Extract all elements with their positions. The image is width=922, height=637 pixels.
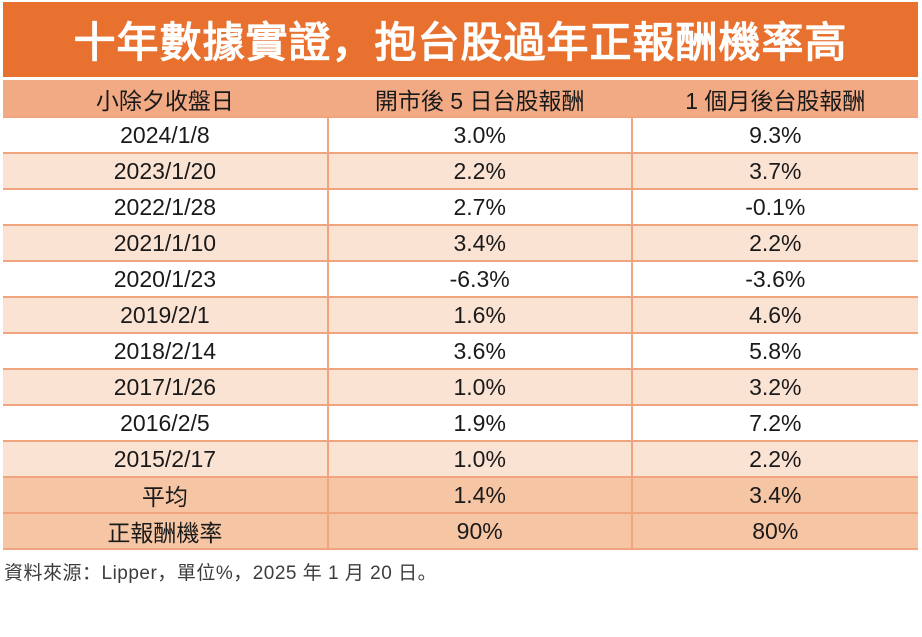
table-row: 2018/2/14 3.6% 5.8% (3, 332, 918, 370)
table-cell: 2024/1/8 (3, 116, 329, 154)
table-cell: 90% (326, 512, 633, 550)
table-cell: 1.4% (326, 476, 633, 514)
table-row: 2020/1/23 -6.3% -3.6% (3, 260, 918, 298)
table-cell: 2.2% (630, 440, 918, 478)
table-cell: 2.7% (326, 188, 633, 226)
table-cell: 平均 (3, 476, 329, 514)
table-cell: 5.8% (630, 332, 918, 370)
table-row: 2023/1/20 2.2% 3.7% (3, 152, 918, 190)
table-cell: 1.0% (326, 368, 633, 406)
table-cell: 正報酬機率 (3, 512, 329, 550)
table-cell: 2017/1/26 (3, 368, 329, 406)
table-cell: 1.0% (326, 440, 633, 478)
table-cell: 2019/2/1 (3, 296, 329, 334)
table-cell: 80% (630, 512, 918, 550)
summary-row: 平均 1.4% 3.4% (3, 476, 918, 514)
table-cell: 3.6% (326, 332, 633, 370)
table-cell: 4.6% (630, 296, 918, 334)
table-row: 2015/2/17 1.0% 2.2% (3, 440, 918, 478)
table-row: 2016/2/5 1.9% 7.2% (3, 404, 918, 442)
table-cell: 3.0% (326, 116, 633, 154)
table-cell: 2.2% (326, 152, 633, 190)
table-row: 2024/1/8 3.0% 9.3% (3, 116, 918, 154)
table-cell: -6.3% (326, 260, 633, 298)
table-row: 2017/1/26 1.0% 3.2% (3, 368, 918, 406)
table-cell: 1.9% (326, 404, 633, 442)
returns-table: 小除夕收盤日 開市後 5 日台股報酬 1 個月後台股報酬 2024/1/8 3.0% 9… (3, 80, 918, 550)
table-cell: 3.4% (630, 476, 918, 514)
table-cell: 2023/1/20 (3, 152, 329, 190)
table-row: 2021/1/10 3.4% 2.2% (3, 224, 918, 262)
table-cell: 2.2% (630, 224, 918, 262)
page-title: 十年數據實證，抱台股過年正報酬機率高 (73, 19, 848, 66)
table-cell: 9.3% (630, 116, 918, 154)
table-cell: -3.6% (630, 260, 918, 298)
table-cell: 2016/2/5 (3, 404, 329, 442)
title-bar: 十年數據實證，抱台股過年正報酬機率高 (3, 2, 918, 77)
table-row: 2022/1/28 2.7% -0.1% (3, 188, 918, 226)
table-cell: 7.2% (630, 404, 918, 442)
table-cell: 2015/2/17 (3, 440, 329, 478)
table-cell: 3.2% (630, 368, 918, 406)
table-cell: -0.1% (630, 188, 918, 226)
column-header: 1 個月後台股報酬 (630, 80, 918, 118)
source-note: 資料來源：Lipper，單位%，2025 年 1 月 20 日。 (4, 563, 438, 584)
table-cell: 3.7% (630, 152, 918, 190)
column-header: 小除夕收盤日 (3, 80, 329, 118)
header-row: 小除夕收盤日 開市後 5 日台股報酬 1 個月後台股報酬 (3, 80, 918, 118)
table-cell: 2020/1/23 (3, 260, 329, 298)
summary-row: 正報酬機率 90% 80% (3, 512, 918, 550)
table-cell: 2018/2/14 (3, 332, 329, 370)
table-cell: 2022/1/28 (3, 188, 329, 226)
column-header: 開市後 5 日台股報酬 (326, 80, 633, 118)
table-cell: 3.4% (326, 224, 633, 262)
table-cell: 1.6% (326, 296, 633, 334)
table-row: 2019/2/1 1.6% 4.6% (3, 296, 918, 334)
table-cell: 2021/1/10 (3, 224, 329, 262)
